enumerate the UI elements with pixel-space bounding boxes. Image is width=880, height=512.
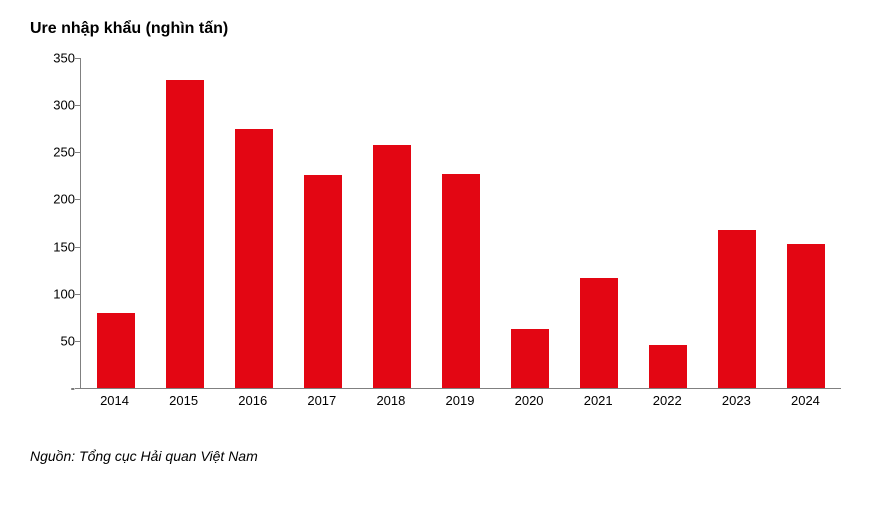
bar <box>97 313 135 388</box>
y-tick-mark <box>75 152 80 153</box>
y-tick-label: 250 <box>35 145 75 160</box>
chart-wrap: - 50 100 150 200 250 300 350 2014 2015 2016 2017 201… <box>30 48 850 428</box>
x-tick-label: 2024 <box>791 393 820 408</box>
x-tick-label: 2018 <box>376 393 405 408</box>
x-tick-label: 2019 <box>446 393 475 408</box>
y-tick-mark <box>75 247 80 248</box>
chart-container: Ure nhập khẩu (nghìn tấn) - 50 100 150 200 25… <box>0 0 880 512</box>
y-tick-label: 100 <box>35 286 75 301</box>
source-note: Nguồn: Tổng cục Hải quan Việt Nam <box>30 448 850 464</box>
y-tick-mark <box>75 199 80 200</box>
y-tick-label: 200 <box>35 192 75 207</box>
y-tick-label: 350 <box>35 51 75 66</box>
bar <box>718 230 756 388</box>
y-tick-label: - <box>35 381 75 396</box>
x-tick-label: 2020 <box>515 393 544 408</box>
bar <box>649 345 687 388</box>
y-tick-mark <box>75 105 80 106</box>
x-tick-label: 2015 <box>169 393 198 408</box>
plot-area <box>80 58 841 389</box>
bar <box>580 278 618 388</box>
chart-title: Ure nhập khẩu (nghìn tấn) <box>30 20 850 38</box>
y-tick-label: 300 <box>35 98 75 113</box>
bar <box>235 129 273 388</box>
y-tick-label: 150 <box>35 239 75 254</box>
bar <box>304 175 342 388</box>
bar <box>787 244 825 388</box>
y-tick-mark <box>75 58 80 59</box>
bar <box>442 174 480 388</box>
x-tick-label: 2017 <box>307 393 336 408</box>
x-tick-label: 2016 <box>238 393 267 408</box>
y-tick-mark <box>75 388 80 389</box>
x-tick-label: 2014 <box>100 393 129 408</box>
x-tick-label: 2022 <box>653 393 682 408</box>
bar <box>166 80 204 388</box>
bar <box>373 145 411 388</box>
y-tick-mark <box>75 294 80 295</box>
bar <box>511 329 549 388</box>
x-tick-label: 2021 <box>584 393 613 408</box>
y-tick-label: 50 <box>35 333 75 348</box>
x-tick-label: 2023 <box>722 393 751 408</box>
y-tick-mark <box>75 341 80 342</box>
